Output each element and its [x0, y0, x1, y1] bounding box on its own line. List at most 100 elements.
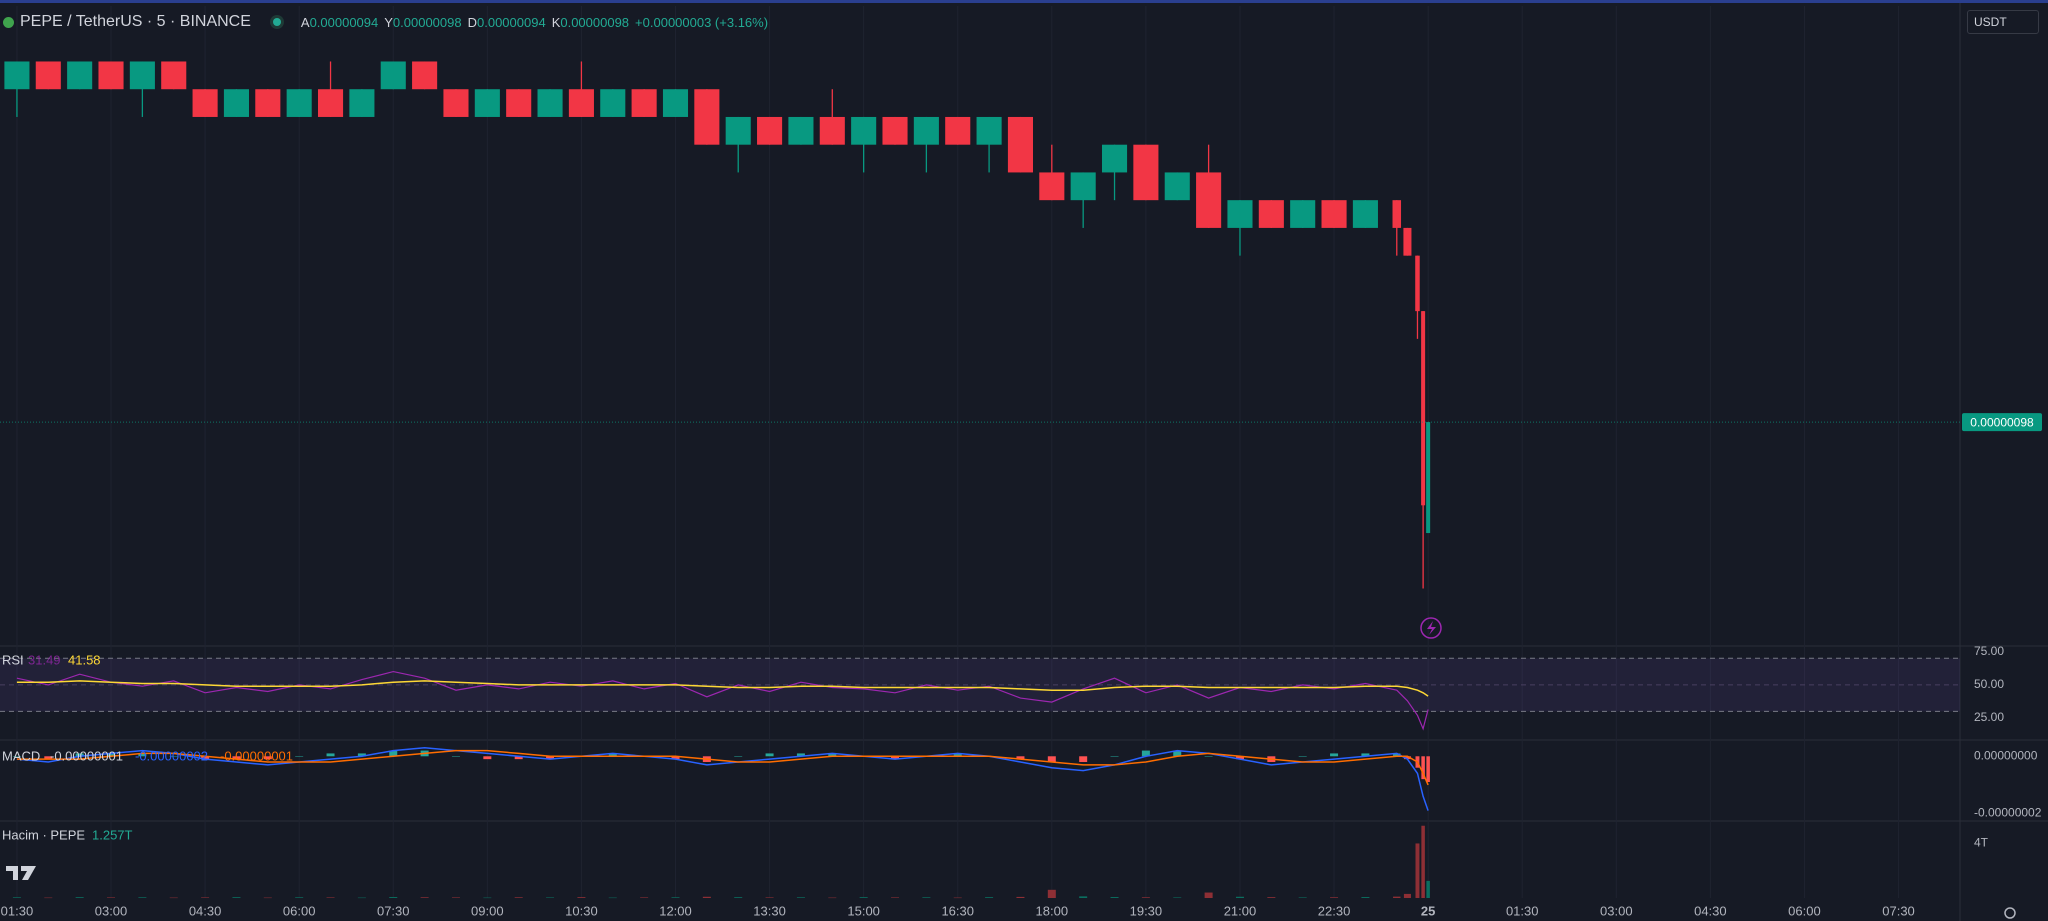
volume-bar	[828, 897, 837, 899]
indicator-line	[16, 749, 1429, 786]
histogram-bar	[107, 753, 116, 757]
volume-bar	[1403, 893, 1411, 898]
candle-body	[506, 89, 532, 117]
ohlc-key: D	[467, 14, 477, 30]
x-tick-label: 04:30	[189, 903, 222, 918]
volume-bar	[483, 897, 492, 899]
pane-readout: 1.257T	[92, 827, 133, 842]
histogram-bar	[734, 756, 743, 757]
x-tick-label: 04:30	[1694, 903, 1727, 918]
volume-bar	[263, 897, 272, 899]
candle-body	[4, 61, 30, 90]
volume-bar	[671, 897, 680, 898]
histogram-bar	[138, 753, 147, 757]
histogram-bar	[1204, 756, 1213, 757]
volume-bar	[1421, 825, 1425, 898]
histogram-bar	[326, 753, 335, 757]
candle-body	[1196, 172, 1222, 228]
volume-bar	[953, 897, 962, 899]
volume-bar	[734, 897, 743, 898]
volume-bar	[451, 897, 460, 898]
candle-body	[1321, 200, 1347, 228]
histogram-bar	[1403, 756, 1411, 760]
histogram-bar	[671, 756, 680, 760]
candle-body	[851, 116, 877, 145]
candle-body	[192, 89, 218, 117]
candle-body	[349, 89, 375, 117]
histogram-bar	[1298, 756, 1307, 757]
pane-readout: -0.00000001	[50, 748, 123, 763]
settings-icon[interactable]	[2004, 907, 2016, 919]
volume-bar	[514, 897, 523, 898]
candle-body	[913, 116, 939, 145]
volume-bar	[1330, 897, 1339, 898]
volume-bar	[138, 897, 147, 898]
x-tick-label: 10:30	[565, 903, 598, 918]
histogram-bar	[1235, 756, 1244, 760]
x-tick-label: 01:30	[1506, 903, 1539, 918]
pane-readout: 31.49	[28, 652, 61, 667]
volume-bar	[44, 897, 53, 899]
histogram-bar	[389, 750, 398, 757]
currency-button[interactable]: USDT	[1967, 10, 2039, 34]
indicator-line	[16, 680, 1429, 697]
header: PEPE / TetherUS · 5 · BINANCE A 0.0000009…	[0, 9, 768, 35]
volume-bar	[608, 897, 617, 899]
candle-body	[757, 116, 783, 145]
x-tick-label: 16:30	[941, 903, 974, 918]
candle-body	[1164, 172, 1190, 201]
histogram-bar	[765, 753, 774, 757]
volume-bar	[1016, 896, 1025, 898]
volume-bar	[420, 897, 429, 898]
histogram-bar	[44, 756, 53, 760]
y-tick-label: 0.00000000	[1974, 748, 2038, 762]
candle-body	[1426, 422, 1431, 534]
pane-readout: -0.00000002	[135, 748, 208, 763]
candle-body	[223, 89, 249, 117]
ohlc-key: A	[300, 14, 310, 30]
volume-bar	[1204, 892, 1213, 898]
x-tick-label: 19:30	[1130, 903, 1163, 918]
histogram-bar	[201, 756, 210, 760]
candle-body	[161, 61, 187, 90]
volume-bar	[922, 897, 931, 898]
price-label-box	[1962, 413, 2042, 432]
candle-body	[129, 61, 155, 90]
histogram-bar	[169, 756, 178, 757]
volume-bar	[859, 897, 868, 898]
volume-bar	[107, 897, 116, 898]
top-bar	[0, 0, 2048, 3]
volume-bar	[1361, 897, 1370, 898]
x-tick-label: 06:00	[283, 903, 316, 918]
histogram-bar	[295, 756, 304, 757]
volume-bar	[640, 897, 649, 898]
logo	[6, 866, 36, 880]
candle-body	[788, 116, 814, 145]
candle-body	[1070, 172, 1096, 201]
x-tick-label: 22:30	[1318, 903, 1351, 918]
ohlc-key: K	[551, 14, 561, 30]
candle-body	[1133, 144, 1159, 201]
histogram-bar	[1110, 756, 1119, 757]
candle-body	[1392, 200, 1402, 228]
candle-body	[662, 89, 689, 117]
volume-bar	[1267, 897, 1276, 898]
candle-body	[537, 89, 563, 117]
y-tick-label: 4T	[1974, 836, 1989, 850]
volume-bar	[1173, 897, 1182, 898]
candle-body	[1421, 311, 1426, 506]
x-tick-label: 13:30	[753, 903, 786, 918]
event-marker[interactable]	[1420, 617, 1442, 639]
price-label: 0.00000098	[1970, 415, 2034, 429]
ohlc-value: 0.00000094	[309, 14, 379, 30]
x-tick-label: 12:00	[659, 903, 692, 918]
x-tick-label: 09:00	[471, 903, 504, 918]
candle-body	[725, 116, 751, 145]
volume-bar	[891, 897, 900, 898]
volume-bar	[232, 897, 241, 898]
candle-body	[443, 89, 469, 117]
pane-title: RSI	[2, 652, 24, 667]
volume-bar	[546, 897, 555, 898]
candle-body	[1007, 116, 1033, 173]
